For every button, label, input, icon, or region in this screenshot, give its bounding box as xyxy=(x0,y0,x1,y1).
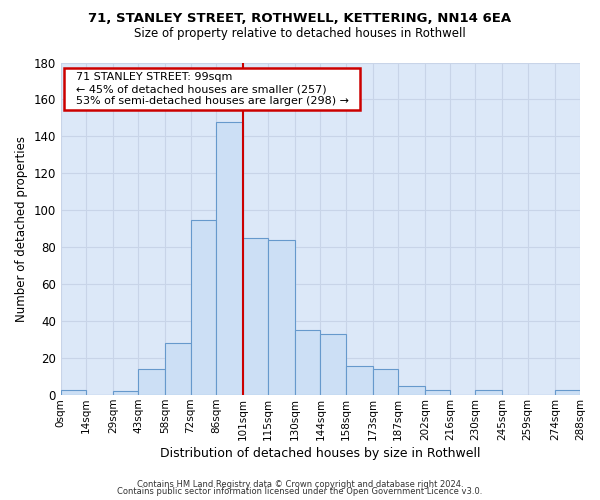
X-axis label: Distribution of detached houses by size in Rothwell: Distribution of detached houses by size … xyxy=(160,447,481,460)
Bar xyxy=(61,390,86,395)
Bar xyxy=(113,392,139,395)
Bar xyxy=(166,344,191,395)
Bar xyxy=(346,366,373,395)
Text: 71, STANLEY STREET, ROTHWELL, KETTERING, NN14 6EA: 71, STANLEY STREET, ROTHWELL, KETTERING,… xyxy=(88,12,512,26)
Bar xyxy=(139,370,166,395)
Text: Contains public sector information licensed under the Open Government Licence v3: Contains public sector information licen… xyxy=(118,488,482,496)
Text: Size of property relative to detached houses in Rothwell: Size of property relative to detached ho… xyxy=(134,28,466,40)
Text: Contains HM Land Registry data © Crown copyright and database right 2024.: Contains HM Land Registry data © Crown c… xyxy=(137,480,463,489)
Bar xyxy=(320,334,346,395)
Bar xyxy=(475,390,502,395)
Bar xyxy=(216,122,243,395)
Bar xyxy=(373,370,398,395)
Bar xyxy=(243,238,268,395)
Bar xyxy=(295,330,320,395)
Bar xyxy=(398,386,425,395)
Bar xyxy=(555,390,580,395)
Bar xyxy=(191,220,216,395)
Y-axis label: Number of detached properties: Number of detached properties xyxy=(15,136,28,322)
Bar xyxy=(268,240,295,395)
Text: 71 STANLEY STREET: 99sqm
  ← 45% of detached houses are smaller (257)
  53% of s: 71 STANLEY STREET: 99sqm ← 45% of detach… xyxy=(68,72,356,106)
Bar xyxy=(425,390,450,395)
